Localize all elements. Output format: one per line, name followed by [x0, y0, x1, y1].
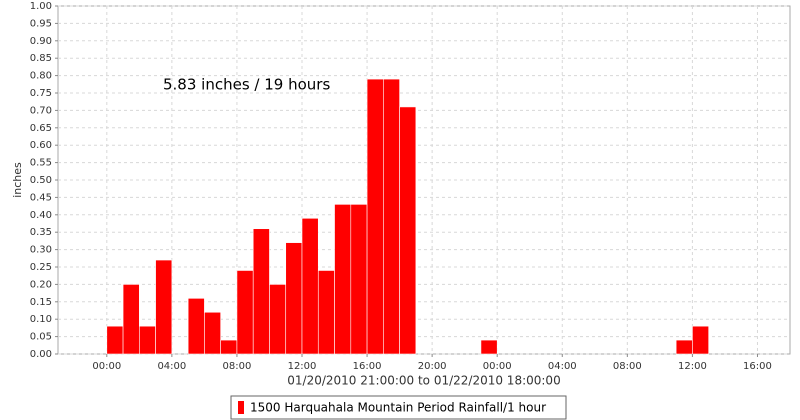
- x-tick-label: 08:00: [613, 361, 642, 372]
- bar: [269, 284, 287, 355]
- y-tick-label: 0.20: [30, 279, 52, 290]
- bar: [334, 204, 352, 355]
- y-tick-label: 0.35: [30, 227, 52, 238]
- bar: [317, 270, 335, 355]
- bar: [155, 259, 173, 355]
- bar: [285, 242, 303, 355]
- y-tick-label: 0.10: [30, 314, 52, 325]
- y-tick-label: 0.05: [30, 332, 52, 343]
- bar: [301, 217, 319, 355]
- bar: [675, 339, 693, 355]
- y-tick-label: 0.60: [30, 140, 52, 151]
- y-tick-label: 0.40: [30, 210, 52, 221]
- y-tick-label: 1.00: [30, 1, 52, 12]
- bar: [236, 270, 254, 355]
- bar: [106, 325, 124, 355]
- y-tick-label: 0.55: [30, 158, 52, 169]
- y-tick-label: 0.30: [30, 245, 52, 256]
- annotation: 5.83 inches / 19 hours: [163, 76, 330, 94]
- y-tick-label: 0.80: [30, 71, 52, 82]
- x-tick-label: 12:00: [288, 361, 317, 372]
- y-tick-label: 0.75: [30, 88, 52, 99]
- legend-label: 1500 Harquahala Mountain Period Rainfall…: [250, 401, 546, 415]
- y-tick-label: 0.95: [30, 18, 52, 29]
- bar: [139, 325, 156, 355]
- bar: [366, 78, 384, 355]
- y-tick-label: 0.70: [30, 105, 52, 116]
- bar: [692, 325, 709, 355]
- y-tick-label: 0.90: [30, 36, 52, 47]
- x-tick-label: 20:00: [418, 361, 447, 372]
- bar: [220, 339, 238, 355]
- bar: [480, 339, 498, 355]
- y-tick-label: 0.50: [30, 175, 52, 186]
- y-tick-label: 0.15: [30, 297, 52, 308]
- bar: [122, 284, 140, 355]
- y-tick-label: 0.65: [30, 123, 52, 134]
- x-tick-label: 16:00: [353, 361, 382, 372]
- bar: [187, 298, 205, 355]
- y-axis-label: inches: [11, 162, 24, 198]
- y-tick-label: 0.85: [30, 53, 52, 64]
- y-tick-label: 0.25: [30, 262, 52, 273]
- x-tick-label: 00:00: [92, 361, 121, 372]
- bar: [399, 106, 417, 355]
- x-tick-label: 12:00: [678, 361, 707, 372]
- x-tick-label: 08:00: [223, 361, 252, 372]
- x-axis-label: 01/20/2010 21:00:00 to 01/22/2010 18:00:…: [287, 374, 560, 388]
- bar: [350, 204, 368, 355]
- y-tick-label: 0.45: [30, 192, 52, 203]
- x-tick-label: 16:00: [743, 361, 772, 372]
- x-tick-label: 04:00: [157, 361, 186, 372]
- bar: [252, 228, 270, 355]
- x-tick-label: 00:00: [483, 361, 512, 372]
- bar: [204, 311, 221, 355]
- legend-swatch: [238, 401, 244, 414]
- legend: [230, 395, 567, 420]
- y-tick-label: 0.00: [30, 349, 52, 360]
- bar: [383, 78, 400, 355]
- x-tick-label: 04:00: [548, 361, 577, 372]
